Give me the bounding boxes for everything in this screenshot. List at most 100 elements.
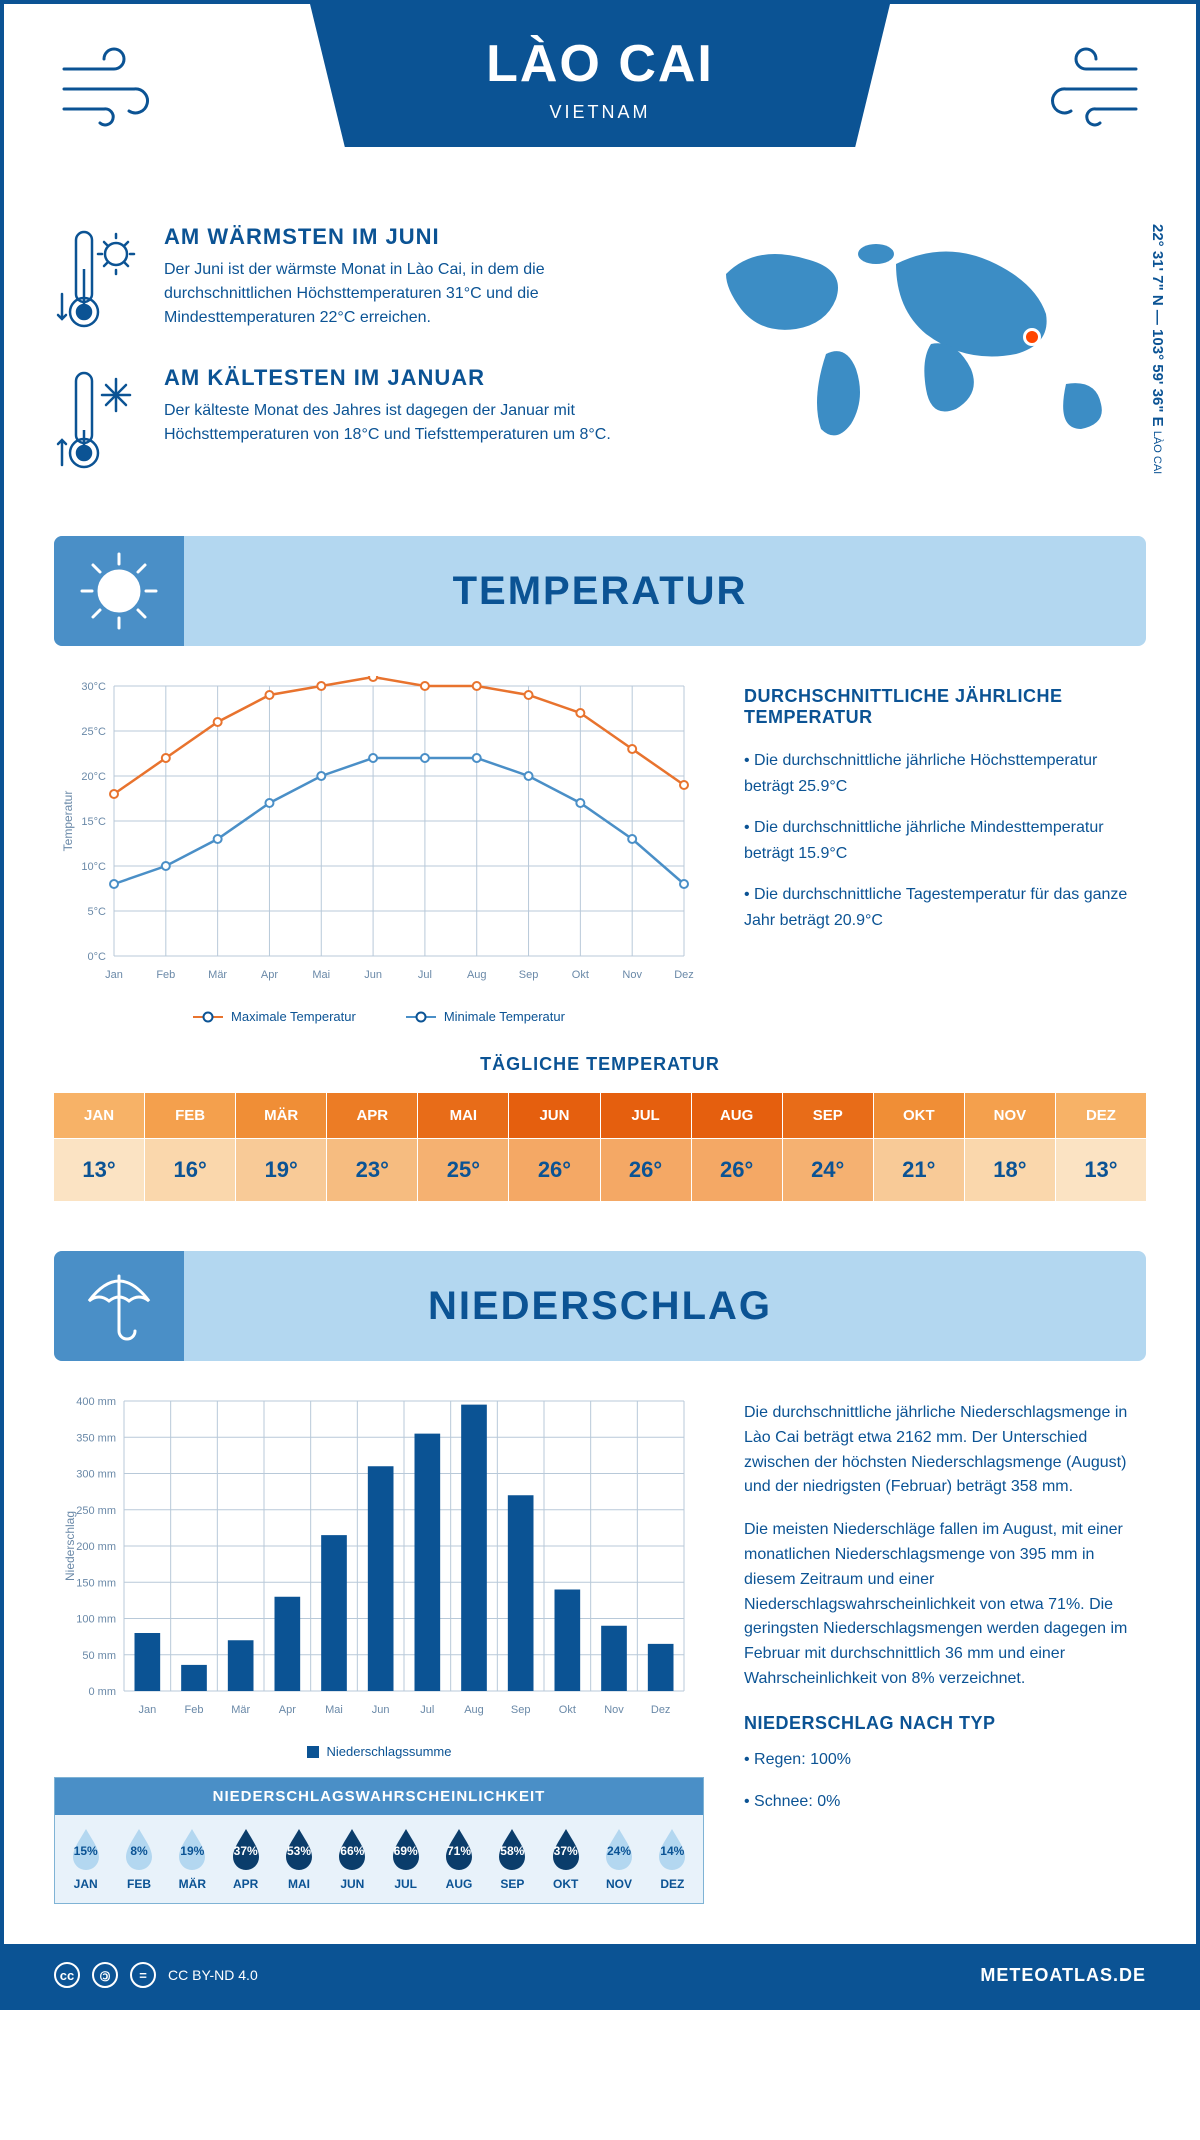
prob-row: 15% JAN 8% FEB 19% MÄR 37% APR 5 [55,1815,703,1903]
map-container: 22° 31' 7" N — 103° 59' 36" E LÀO CAI [706,224,1146,506]
raindrop-icon: 14% [655,1827,689,1871]
info-bullet: • Die durchschnittliche jährliche Höchst… [744,748,1146,799]
prob-cell: 37% OKT [539,1827,592,1891]
svg-text:Nov: Nov [604,1704,624,1716]
section-header-precipitation: NIEDERSCHLAG [54,1251,1146,1361]
fact-title: AM KÄLTESTEN IM JANUAR [164,365,676,391]
svg-text:Jun: Jun [364,969,382,981]
svg-text:10°C: 10°C [81,861,106,873]
precipitation-body: 0 mm50 mm100 mm150 mm200 mm250 mm300 mm3… [54,1391,1146,1904]
daily-temp-value: 26° [509,1139,599,1201]
raindrop-icon: 53% [282,1827,316,1871]
title-banner: LÀO CAI VIETNAM [310,4,890,147]
daily-month-header: JUL [601,1093,691,1138]
precipitation-probability-box: NIEDERSCHLAGSWAHRSCHEINLICHKEIT 15% JAN … [54,1777,704,1904]
svg-text:300 mm: 300 mm [76,1469,116,1481]
license-info: cc 🄯 = CC BY-ND 4.0 [54,1962,258,1988]
raindrop-icon: 58% [495,1827,529,1871]
svg-text:Aug: Aug [464,1704,484,1716]
sun-icon [54,536,184,646]
precipitation-wrapper: NIEDERSCHLAG 0 mm50 mm100 mm150 mm200 mm… [54,1251,1146,1904]
svg-text:0°C: 0°C [88,951,107,963]
daily-month-header: APR [327,1093,417,1138]
svg-text:350 mm: 350 mm [76,1432,116,1444]
prob-month-label: SEP [486,1877,539,1891]
prob-cell: 53% MAI [272,1827,325,1891]
thermometer-cold-icon [54,365,144,480]
coordinates-label: 22° 31' 7" N — 103° 59' 36" E LÀO CAI [1149,224,1166,474]
footer: cc 🄯 = CC BY-ND 4.0 METEOATLAS.DE [4,1944,1196,2006]
svg-text:400 mm: 400 mm [76,1396,116,1408]
svg-text:Mai: Mai [325,1704,343,1716]
cc-icon: cc [54,1962,80,1988]
svg-text:5°C: 5°C [88,906,107,918]
prob-cell: 8% FEB [112,1827,165,1891]
daily-temp-value: 26° [692,1139,782,1201]
fact-warmest: AM WÄRMSTEN IM JUNI Der Juni ist der wär… [54,224,676,339]
svg-text:Jan: Jan [105,969,123,981]
daily-month-header: JUN [509,1093,599,1138]
svg-text:Feb: Feb [185,1704,204,1716]
precip-type: • Schnee: 0% [744,1790,1146,1815]
thermometer-hot-icon [54,224,144,339]
svg-text:30°C: 30°C [81,681,106,693]
nd-icon: = [130,1962,156,1988]
precipitation-info: Die durchschnittliche jährliche Niedersc… [744,1391,1146,1904]
climate-facts: AM WÄRMSTEN IM JUNI Der Juni ist der wär… [54,224,676,506]
raindrop-icon: 24% [602,1827,636,1871]
svg-text:Niederschlag: Niederschlag [63,1511,77,1581]
svg-text:150 mm: 150 mm [76,1577,116,1589]
precipitation-bar-chart: 0 mm50 mm100 mm150 mm200 mm250 mm300 mm3… [54,1391,704,1904]
svg-text:Nov: Nov [622,969,642,981]
svg-text:15°C: 15°C [81,816,106,828]
header: LÀO CAI VIETNAM [4,4,1196,204]
legend-min: Minimale Temperatur [406,1009,565,1024]
daily-month-header: FEB [145,1093,235,1138]
prob-cell: 14% DEZ [646,1827,699,1891]
svg-text:Aug: Aug [467,969,487,981]
daily-temp-grid: JANFEBMÄRAPRMAIJUNJULAUGSEPOKTNOVDEZ13°1… [54,1093,1146,1201]
svg-text:20°C: 20°C [81,771,106,783]
fact-coldest: AM KÄLTESTEN IM JANUAR Der kälteste Mona… [54,365,676,480]
prob-cell: 71% AUG [432,1827,485,1891]
prob-title: NIEDERSCHLAGSWAHRSCHEINLICHKEIT [55,1778,703,1815]
precip-type: • Regen: 100% [744,1748,1146,1773]
svg-text:Dez: Dez [651,1704,671,1716]
svg-text:25°C: 25°C [81,726,106,738]
daily-month-header: OKT [874,1093,964,1138]
daily-temp-value: 16° [145,1139,235,1201]
legend-precip: Niederschlagssumme [307,1744,452,1759]
prob-month-label: NOV [592,1877,645,1891]
umbrella-icon [54,1251,184,1361]
temperature-info: DURCHSCHNITTLICHE JÄHRLICHE TEMPERATUR •… [744,676,1146,1024]
daily-month-header: SEP [783,1093,873,1138]
prob-month-label: JAN [59,1877,112,1891]
precip-para: Die durchschnittliche jährliche Niedersc… [744,1401,1146,1500]
section-title: NIEDERSCHLAG [428,1284,772,1329]
svg-text:Jan: Jan [138,1704,156,1716]
prob-month-label: DEZ [646,1877,699,1891]
chart-legend: Niederschlagssumme [54,1744,704,1759]
fact-title: AM WÄRMSTEN IM JUNI [164,224,676,250]
prob-cell: 58% SEP [486,1827,539,1891]
svg-text:Mär: Mär [208,969,227,981]
svg-text:Apr: Apr [261,969,278,981]
info-bullet: • Die durchschnittliche jährliche Mindes… [744,815,1146,866]
daily-temp-value: 24° [783,1139,873,1201]
svg-text:Jun: Jun [372,1704,390,1716]
svg-text:Dez: Dez [674,969,694,981]
wind-icon [54,44,174,139]
daily-temp-value: 21° [874,1139,964,1201]
raindrop-icon: 37% [549,1827,583,1871]
daily-temp-value: 13° [54,1139,144,1201]
prob-cell: 15% JAN [59,1827,112,1891]
license-text: CC BY-ND 4.0 [168,1967,258,1983]
prob-month-label: OKT [539,1877,592,1891]
daily-month-header: JAN [54,1093,144,1138]
svg-text:Feb: Feb [156,969,175,981]
chart-legend: Maximale Temperatur Minimale Temperatur [54,1009,704,1024]
prob-month-label: JUL [379,1877,432,1891]
fact-text: Der kälteste Monat des Jahres ist dagege… [164,399,676,447]
content: AM WÄRMSTEN IM JUNI Der Juni ist der wär… [4,204,1196,1904]
fact-text: Der Juni ist der wärmste Monat in Lào Ca… [164,258,676,330]
